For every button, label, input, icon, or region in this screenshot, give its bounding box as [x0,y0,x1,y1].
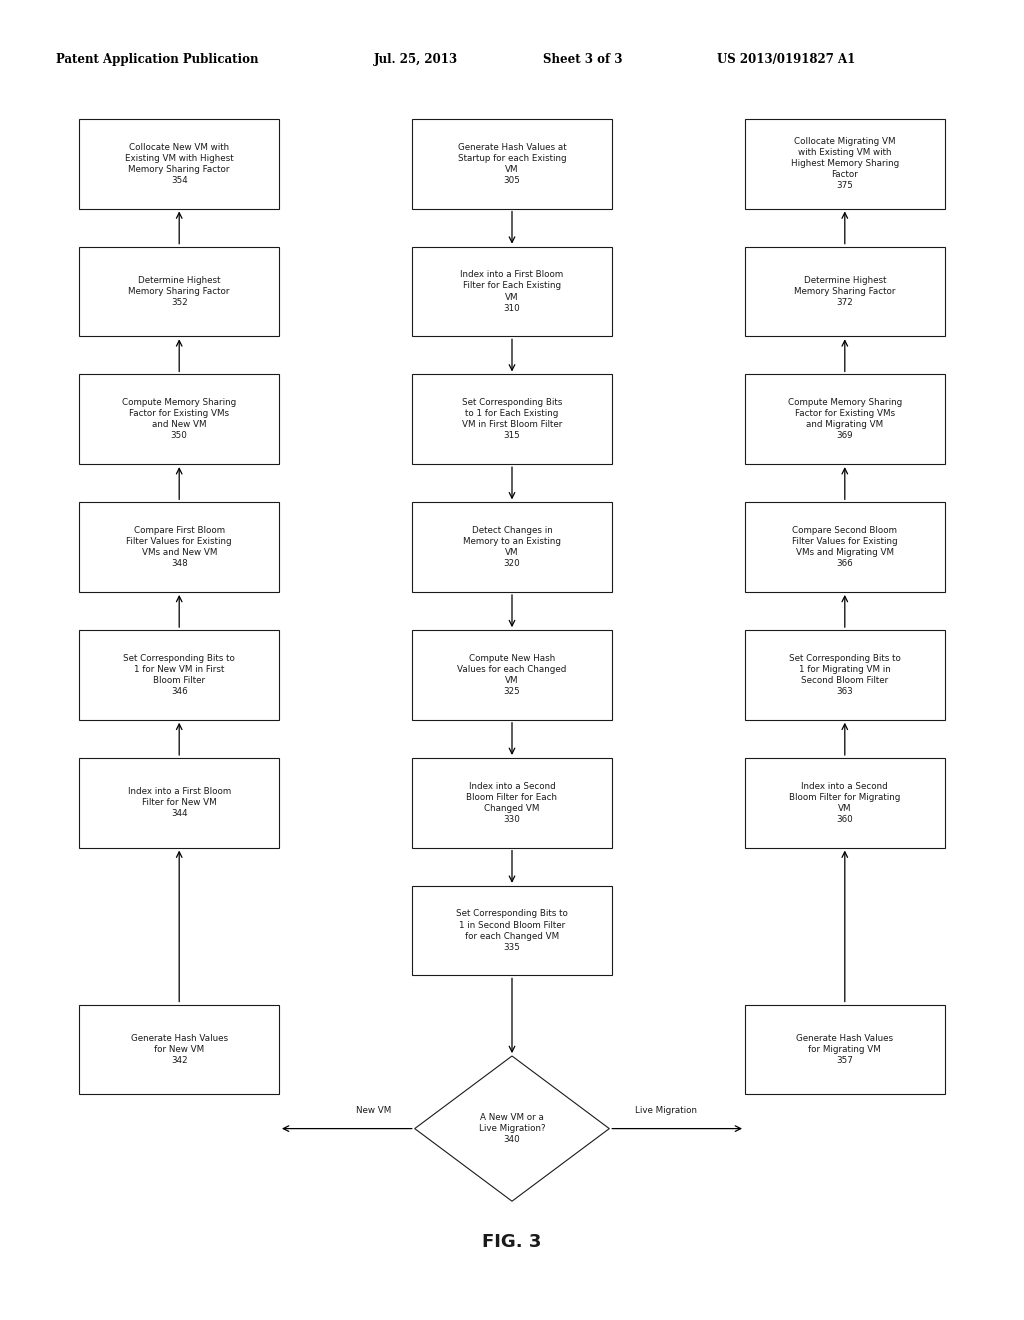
FancyBboxPatch shape [79,1005,279,1094]
Text: Determine Highest
Memory Sharing Factor
352: Determine Highest Memory Sharing Factor … [128,276,230,308]
Text: Set Corresponding Bits
to 1 for Each Existing
VM in First Bloom Filter
315: Set Corresponding Bits to 1 for Each Exi… [462,399,562,441]
Text: Generate Hash Values at
Startup for each Existing
VM
305: Generate Hash Values at Startup for each… [458,143,566,185]
Text: Generate Hash Values
for New VM
342: Generate Hash Values for New VM 342 [131,1034,227,1065]
FancyBboxPatch shape [79,375,279,465]
Text: Patent Application Publication: Patent Application Publication [56,53,259,66]
Text: Collocate Migrating VM
with Existing VM with
Highest Memory Sharing
Factor
375: Collocate Migrating VM with Existing VM … [791,137,899,190]
Text: Set Corresponding Bits to
1 in Second Bloom Filter
for each Changed VM
335: Set Corresponding Bits to 1 in Second Bl… [456,909,568,952]
FancyBboxPatch shape [412,375,611,465]
Text: US 2013/0191827 A1: US 2013/0191827 A1 [717,53,855,66]
FancyBboxPatch shape [744,503,944,591]
FancyBboxPatch shape [412,886,611,975]
FancyBboxPatch shape [412,630,611,719]
FancyBboxPatch shape [744,375,944,465]
Text: Index into a First Bloom
Filter for Each Existing
VM
310: Index into a First Bloom Filter for Each… [461,271,563,313]
FancyBboxPatch shape [412,247,611,337]
FancyBboxPatch shape [79,503,279,591]
FancyBboxPatch shape [412,503,611,591]
FancyBboxPatch shape [744,630,944,719]
FancyBboxPatch shape [79,119,279,209]
Text: Live Migration: Live Migration [635,1106,696,1115]
Text: Index into a Second
Bloom Filter for Each
Changed VM
330: Index into a Second Bloom Filter for Eac… [467,781,557,824]
FancyBboxPatch shape [79,247,279,337]
Text: Determine Highest
Memory Sharing Factor
372: Determine Highest Memory Sharing Factor … [794,276,896,308]
FancyBboxPatch shape [744,1005,944,1094]
FancyBboxPatch shape [744,119,944,209]
Text: Set Corresponding Bits to
1 for Migrating VM in
Second Bloom Filter
363: Set Corresponding Bits to 1 for Migratin… [788,653,901,696]
Text: Jul. 25, 2013: Jul. 25, 2013 [374,53,458,66]
Text: Compute New Hash
Values for each Changed
VM
325: Compute New Hash Values for each Changed… [458,653,566,696]
Text: A New VM or a
Live Migration?
340: A New VM or a Live Migration? 340 [478,1113,546,1144]
Text: New VM: New VM [356,1106,391,1115]
Text: FIG. 3: FIG. 3 [482,1233,542,1251]
Polygon shape [415,1056,609,1201]
FancyBboxPatch shape [744,247,944,337]
FancyBboxPatch shape [744,758,944,847]
Text: Compute Memory Sharing
Factor for Existing VMs
and New VM
350: Compute Memory Sharing Factor for Existi… [122,399,237,441]
Text: Set Corresponding Bits to
1 for New VM in First
Bloom Filter
346: Set Corresponding Bits to 1 for New VM i… [123,653,236,696]
Text: Compare Second Bloom
Filter Values for Existing
VMs and Migrating VM
366: Compare Second Bloom Filter Values for E… [792,525,898,569]
FancyBboxPatch shape [412,119,611,209]
Text: Compare First Bloom
Filter Values for Existing
VMs and New VM
348: Compare First Bloom Filter Values for Ex… [126,525,232,569]
FancyBboxPatch shape [412,758,611,847]
FancyBboxPatch shape [79,630,279,719]
Text: Index into a Second
Bloom Filter for Migrating
VM
360: Index into a Second Bloom Filter for Mig… [790,781,900,824]
Text: Generate Hash Values
for Migrating VM
357: Generate Hash Values for Migrating VM 35… [797,1034,893,1065]
Text: Sheet 3 of 3: Sheet 3 of 3 [543,53,623,66]
Text: Collocate New VM with
Existing VM with Highest
Memory Sharing Factor
354: Collocate New VM with Existing VM with H… [125,143,233,185]
Text: Compute Memory Sharing
Factor for Existing VMs
and Migrating VM
369: Compute Memory Sharing Factor for Existi… [787,399,902,441]
Text: Detect Changes in
Memory to an Existing
VM
320: Detect Changes in Memory to an Existing … [463,525,561,569]
Text: Index into a First Bloom
Filter for New VM
344: Index into a First Bloom Filter for New … [128,787,230,818]
FancyBboxPatch shape [79,758,279,847]
